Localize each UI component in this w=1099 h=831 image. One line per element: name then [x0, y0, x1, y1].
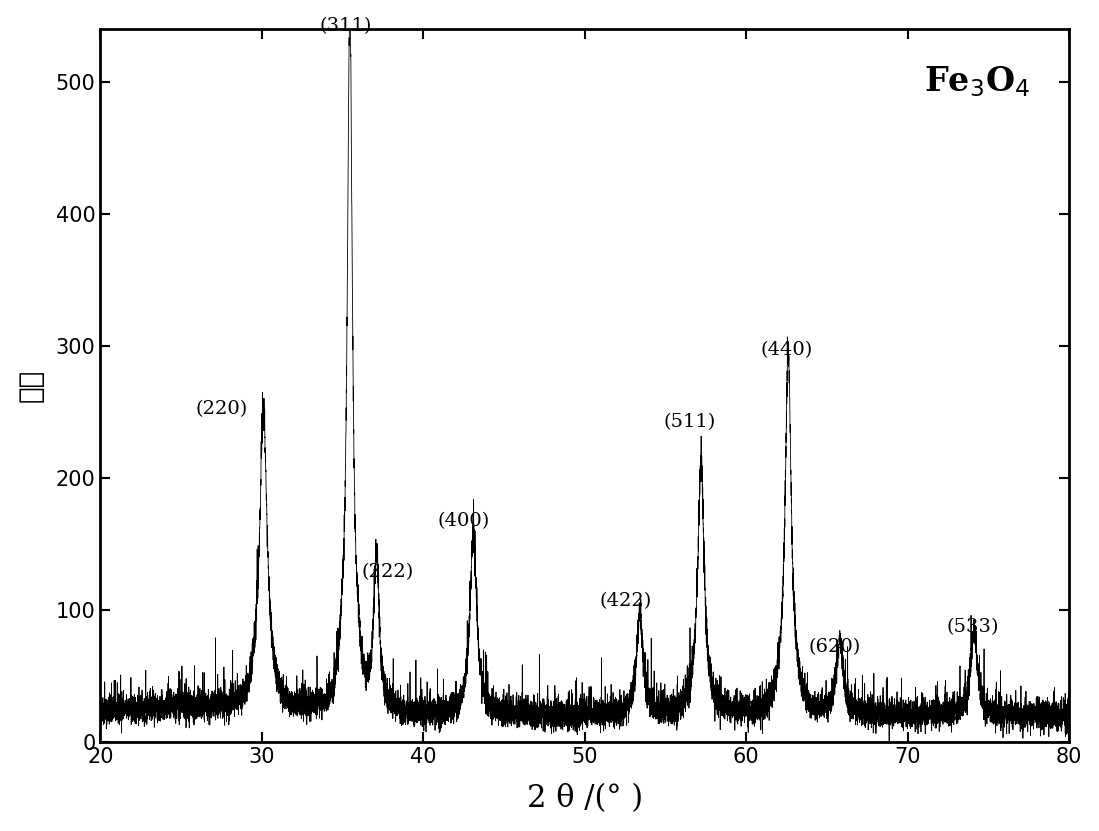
Text: (511): (511): [664, 414, 715, 431]
Text: (400): (400): [437, 513, 490, 530]
Text: (440): (440): [761, 341, 813, 359]
X-axis label: 2 θ /(° ): 2 θ /(° ): [526, 784, 643, 814]
Text: (422): (422): [599, 592, 652, 610]
Text: Fe$_3$O$_4$: Fe$_3$O$_4$: [924, 64, 1031, 99]
Text: (311): (311): [320, 17, 371, 36]
Text: (220): (220): [196, 401, 247, 418]
Text: (222): (222): [362, 563, 414, 581]
Y-axis label: 强度: 强度: [16, 369, 45, 402]
Text: (620): (620): [809, 638, 862, 656]
Text: (533): (533): [946, 618, 999, 637]
